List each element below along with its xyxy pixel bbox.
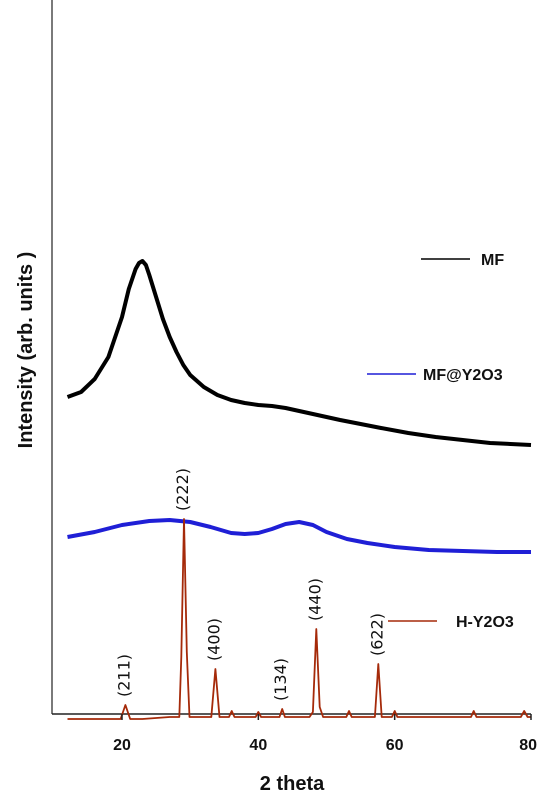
peak-label-1: (211) — [114, 654, 133, 697]
peak-labels: (211) (222) (400) (134) (440) (622) — [114, 468, 386, 701]
peak-label-4: (134) — [271, 658, 290, 701]
x-tick-label-40: 40 — [249, 737, 267, 754]
legend: MF MF@Y2O3 H-Y2O3 — [367, 252, 514, 631]
x-ticks: 20 40 60 80 — [113, 714, 537, 754]
peak-label-6: (622) — [367, 613, 386, 656]
plot-frame — [51, 0, 531, 715]
series-line-3 — [67, 518, 531, 720]
x-tick-label-80: 80 — [519, 737, 537, 754]
x-tick-label-60: 60 — [386, 737, 404, 754]
x-axis-label: 2 theta — [260, 773, 325, 795]
peak-label-3: (400) — [204, 618, 223, 661]
y-axis-label: Intensity (arb. units ) — [15, 252, 37, 449]
series-layer — [66, 259, 532, 720]
legend-label-2: MF@Y2O3 — [423, 367, 503, 384]
x-tick-label-20: 20 — [113, 737, 131, 754]
legend-label-1: MF — [481, 252, 504, 269]
legend-label-3: H-Y2O3 — [456, 614, 514, 631]
series-line-1 — [66, 259, 532, 447]
peak-label-5: (440) — [305, 578, 324, 621]
peak-label-2: (222) — [173, 468, 192, 511]
series-line-2 — [67, 518, 531, 554]
